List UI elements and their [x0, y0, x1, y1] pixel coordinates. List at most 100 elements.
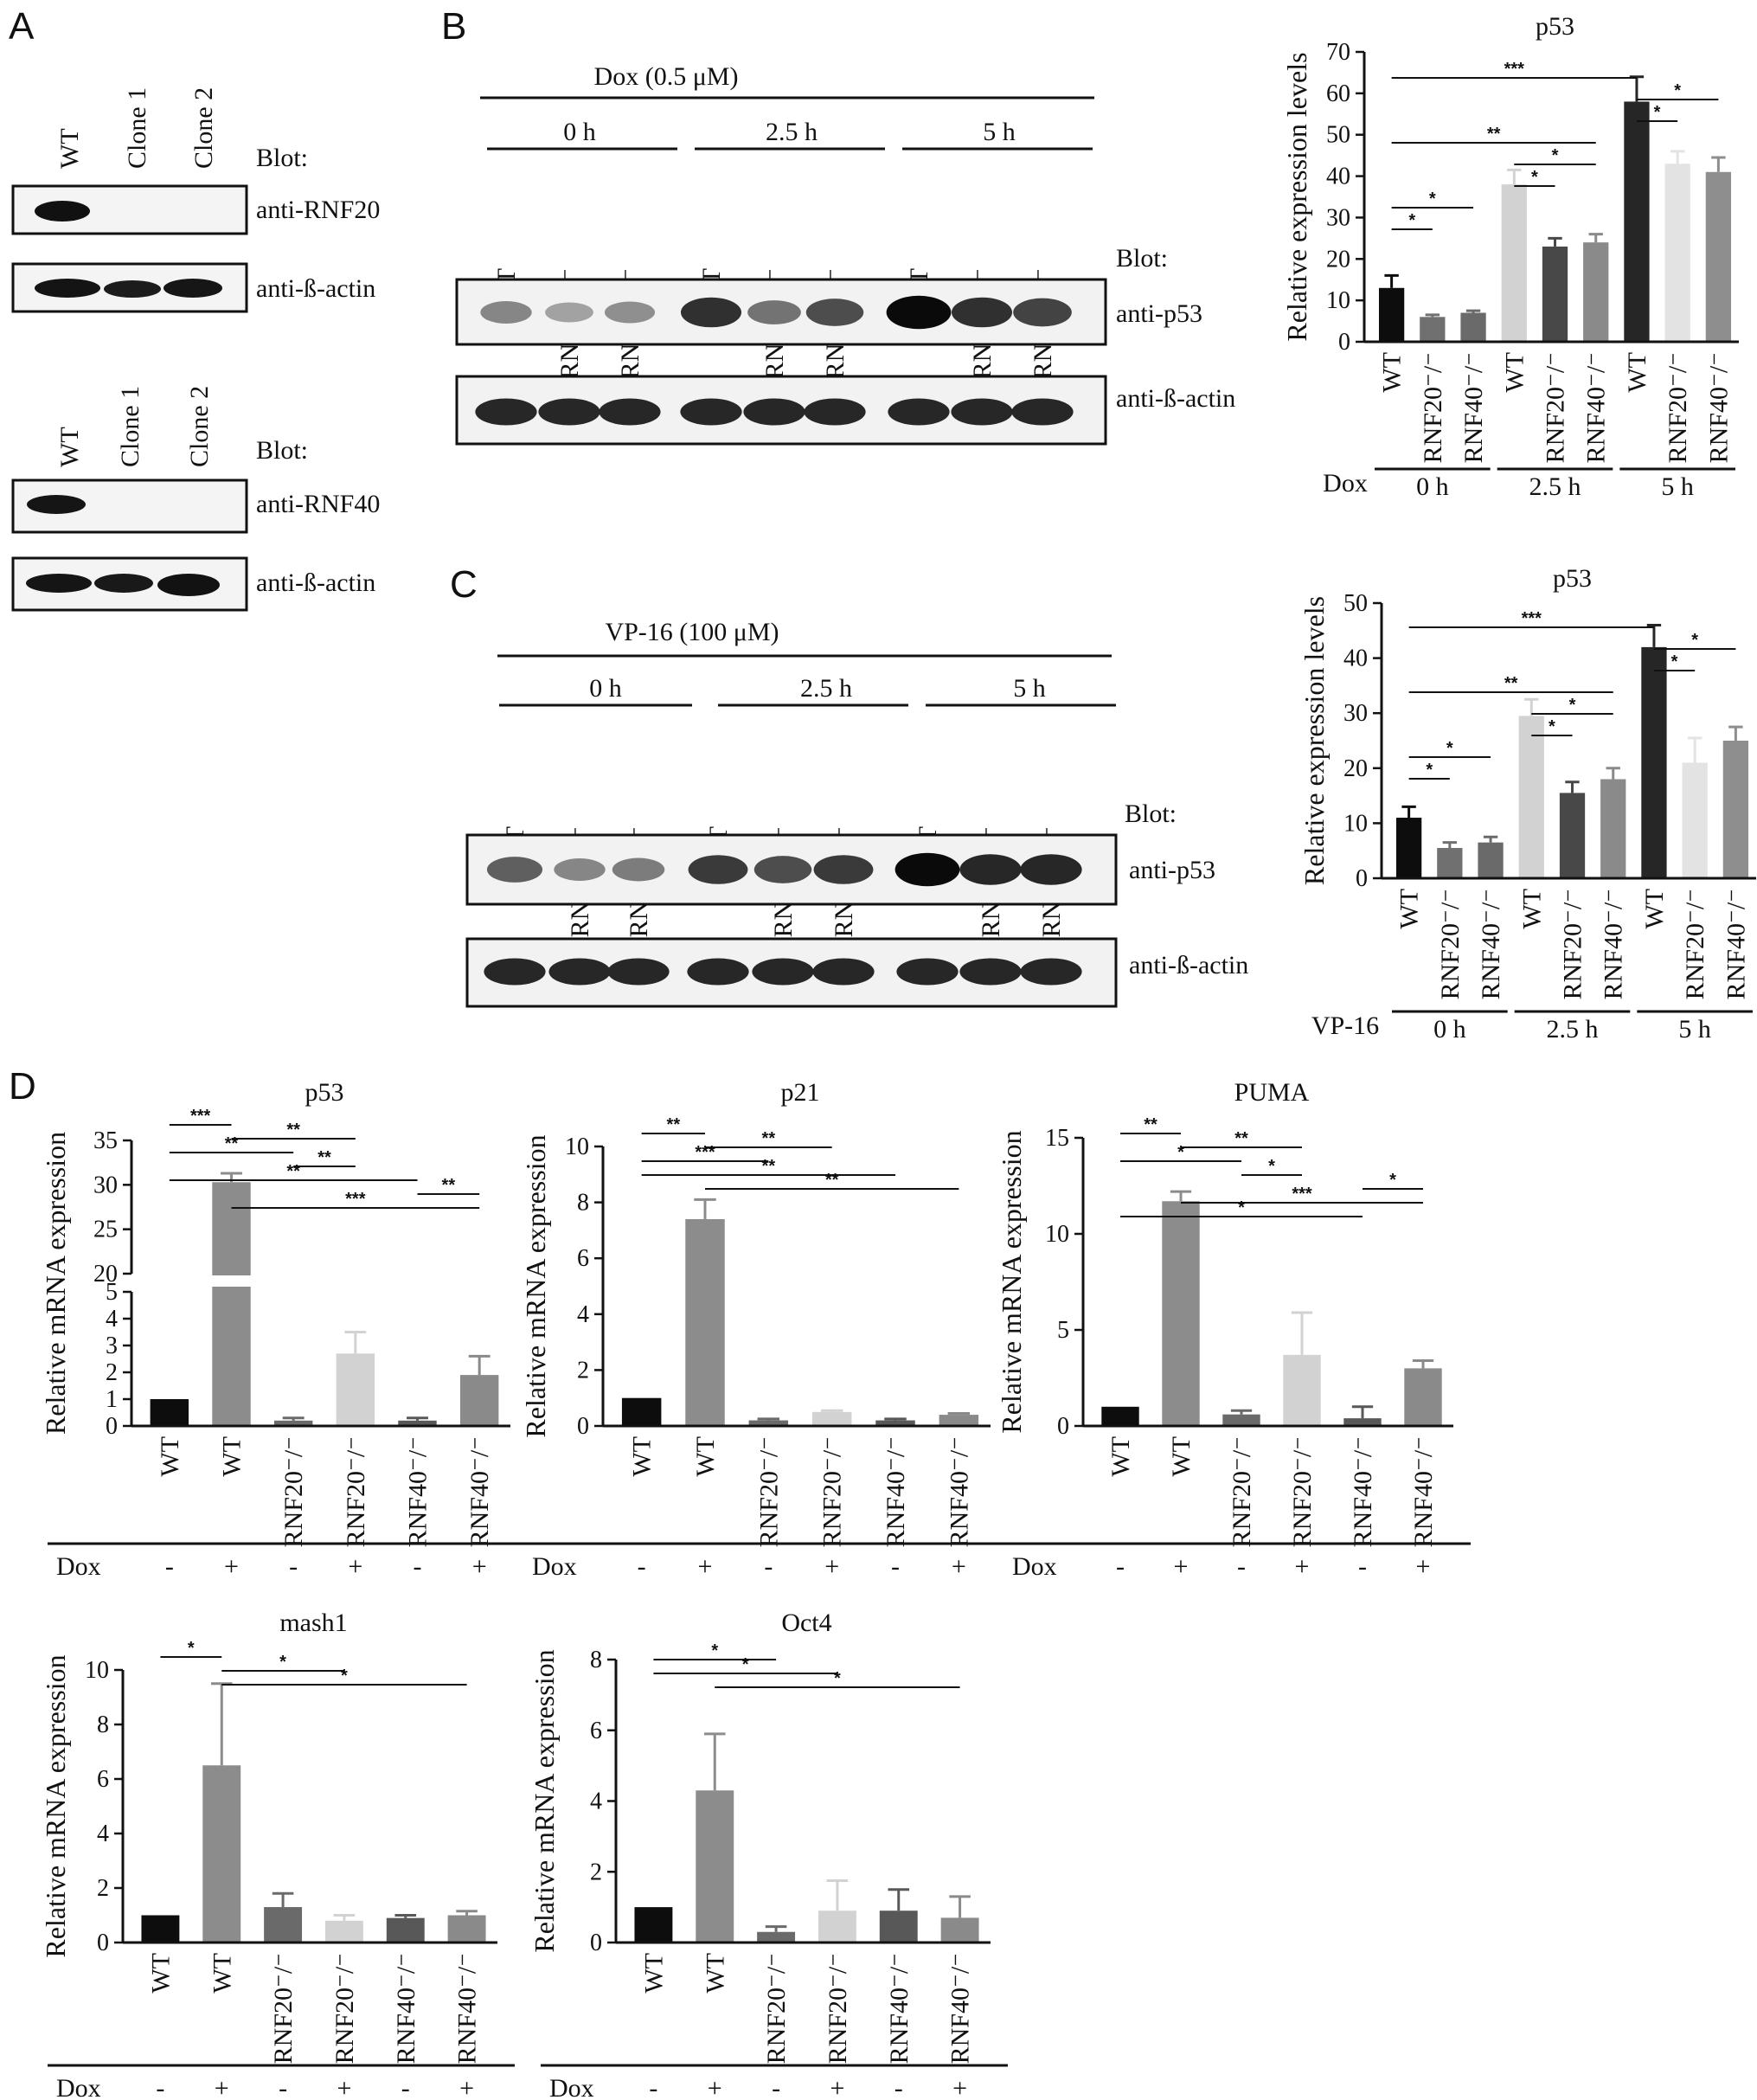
significance-label: * [1671, 652, 1678, 671]
chart-d-mash1: 0 2 4 6 8 10 Relative mRNA expression mash1 WT WT… [40, 1609, 515, 2100]
x-tick-label: RNF40⁻/⁻ [1722, 889, 1750, 999]
x-tick-label: WT [146, 1953, 175, 1994]
significance-label: * [1426, 761, 1433, 780]
band [157, 574, 220, 596]
bar [811, 1411, 852, 1426]
significance-label: * [1531, 168, 1538, 187]
significance-label: * [742, 1655, 749, 1674]
x-tick-label: RNF20⁻/⁻ [1228, 1436, 1256, 1547]
y-tick-label: 0 [1338, 329, 1350, 356]
significance-label: *** [190, 1107, 211, 1126]
bar [273, 1420, 313, 1426]
dox-sign: + [224, 1552, 239, 1581]
band [554, 858, 606, 881]
bar [1283, 1354, 1321, 1426]
chart-title: PUMA [1234, 1078, 1310, 1107]
significance-label: * [1389, 1171, 1396, 1190]
bar [1395, 818, 1422, 878]
bar [1162, 1201, 1200, 1426]
significance-label: * [1654, 103, 1661, 122]
x-tick-label: RNF20⁻/⁻ [1559, 889, 1587, 999]
bar [696, 1790, 734, 1943]
significance-label: ** [442, 1176, 456, 1195]
x-tick-label: WT [1106, 1436, 1135, 1477]
dox-sign: - [156, 2074, 164, 2100]
bar [1600, 779, 1626, 878]
y-tick-label: 10 [85, 1657, 109, 1684]
bar [940, 1917, 979, 1943]
panel-letter-b: B [441, 5, 466, 48]
band [164, 279, 222, 298]
chart-title: p21 [781, 1078, 820, 1107]
treatment-header: VP-16 (100 μM) [605, 618, 779, 646]
band [538, 398, 600, 426]
chart-d-puma: 0 5 10 15 Relative mRNA expression PUMA WT WT RN… [996, 1078, 1471, 1581]
band [680, 398, 742, 426]
y-tick-label: 8 [590, 1647, 602, 1673]
bar [621, 1397, 662, 1426]
significance-label: * [834, 1669, 841, 1688]
x-tick-label: WT [156, 1436, 184, 1477]
significance-label: ** [1487, 125, 1501, 144]
band [26, 574, 92, 593]
group-factor-label: VP-16 [1311, 1011, 1379, 1040]
band [747, 300, 801, 324]
y-tick-label: 25 [93, 1217, 118, 1243]
dox-sign: + [337, 2074, 351, 2100]
bar [459, 1375, 499, 1426]
y-tick-label: 10 [565, 1133, 589, 1160]
x-tick-label: WT [1167, 1436, 1196, 1477]
band [805, 299, 864, 326]
significance-label: ** [1234, 1129, 1248, 1148]
band [753, 856, 812, 883]
significance-label: ** [667, 1115, 681, 1134]
band [1011, 398, 1074, 426]
panel-letter-a: A [9, 5, 35, 48]
chart-title: p53 [1553, 564, 1592, 593]
y-tick-label: 1 [106, 1386, 118, 1413]
band [484, 958, 546, 986]
dox-sign: - [772, 2074, 780, 2100]
x-tick-label: WT [639, 1953, 668, 1994]
y-tick-label: 5 [1057, 1317, 1069, 1344]
bar [1420, 317, 1446, 342]
significance-label: ** [1504, 674, 1518, 693]
band [27, 495, 86, 514]
group-label: 0 h [1416, 472, 1449, 501]
bar [386, 1917, 425, 1943]
x-tick-label: RNF40⁻/⁻ [946, 1953, 975, 2064]
significance-label: * [1446, 739, 1453, 758]
x-tick-label: RNF40⁻/⁻ [1704, 352, 1733, 463]
significance-label: ** [1144, 1115, 1157, 1134]
x-tick-label: RNF40⁻/⁻ [1477, 889, 1505, 999]
band [895, 852, 960, 887]
y-tick-label: 2 [106, 1359, 118, 1386]
x-tick-label: RNF20⁻/⁻ [1664, 352, 1692, 463]
band [812, 958, 875, 986]
dox-sign: + [830, 2074, 844, 2100]
bar [1542, 246, 1568, 342]
bar [1641, 646, 1667, 878]
significance-label: * [1268, 1157, 1275, 1176]
x-tick-label: WT [628, 1436, 657, 1477]
y-axis-title: Relative mRNA expression [520, 1134, 551, 1437]
y-axis-title: Relative mRNA expression [40, 1132, 71, 1435]
y-tick-label: 70 [1326, 39, 1350, 66]
dox-sign: - [649, 2074, 657, 2100]
x-tick-label: RNF40⁻/⁻ [453, 1953, 482, 2064]
significance-label: ** [762, 1157, 776, 1176]
band [475, 398, 537, 426]
x-tick-label: RNF40⁻/⁻ [1600, 889, 1628, 999]
bar [748, 1420, 789, 1426]
y-tick-label: 0 [1057, 1413, 1069, 1440]
band [804, 398, 866, 426]
dox-label: Dox [532, 1552, 577, 1581]
lane-label: Clone 1 [123, 87, 151, 169]
bar [141, 1915, 180, 1943]
lane-label: Clone 2 [189, 87, 218, 169]
band [486, 857, 543, 883]
lane-label: WT [55, 128, 84, 169]
chart-d-oct4: 0 2 4 6 8 Relative mRNA expression Oct4 WT WT RNF… [529, 1609, 1008, 2100]
dox-sign: - [638, 1552, 646, 1581]
significance-label: *** [695, 1143, 715, 1162]
